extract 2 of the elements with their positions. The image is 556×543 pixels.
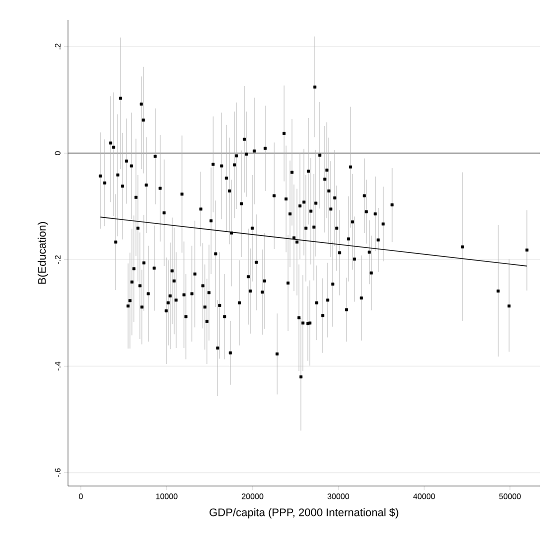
x-axis-title: GDP/capita (PPP, 2000 International $): [210, 508, 398, 518]
y-axis-title: B(Education): [38, 222, 48, 284]
